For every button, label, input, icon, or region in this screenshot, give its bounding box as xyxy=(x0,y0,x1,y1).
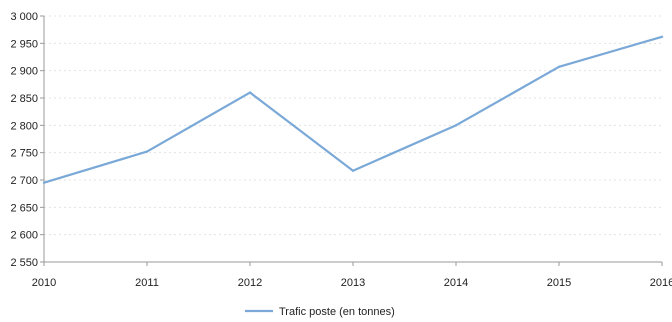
data-point xyxy=(145,150,149,153)
data-point xyxy=(351,169,355,172)
y-tick-label: 2 950 xyxy=(10,38,38,50)
y-tick-label: 2 850 xyxy=(10,93,38,105)
y-tick-labels: 2 550 2 600 2 650 2 700 2 750 2 800 2 850 2 900… xyxy=(10,11,38,269)
y-tick-label: 2 800 xyxy=(10,120,38,132)
data-point xyxy=(660,35,664,38)
x-tick-label: 2015 xyxy=(547,277,571,289)
x-tick-label: 2013 xyxy=(341,277,365,289)
x-tick-label: 2016 xyxy=(650,277,672,289)
data-point xyxy=(454,124,458,127)
y-tick-label: 2 750 xyxy=(10,148,38,160)
x-tick-labels: 2010 2011 2012 2013 2014 2015 2016 xyxy=(32,277,672,289)
x-tick-label: 2012 xyxy=(238,277,262,289)
x-tick-label: 2010 xyxy=(32,277,56,289)
legend-label: Trafic poste (en tonnes) xyxy=(279,306,395,318)
series xyxy=(42,35,664,184)
grid xyxy=(44,15,662,236)
x-tick-label: 2014 xyxy=(444,277,468,289)
x-tick-label: 2011 xyxy=(135,277,159,289)
legend: Trafic poste (en tonnes) xyxy=(245,306,395,318)
data-point xyxy=(557,65,561,69)
data-point xyxy=(248,91,252,94)
y-tick-label: 2 550 xyxy=(10,257,38,269)
y-tick-label: 2 700 xyxy=(10,175,38,187)
y-tick-label: 2 900 xyxy=(10,66,38,78)
axes xyxy=(40,15,663,266)
y-tick-label: 2 650 xyxy=(10,202,38,214)
series-line xyxy=(43,35,663,184)
y-tick-label: 3 000 xyxy=(10,11,38,23)
y-tick-label: 2 600 xyxy=(10,230,38,242)
data-point xyxy=(42,181,46,184)
